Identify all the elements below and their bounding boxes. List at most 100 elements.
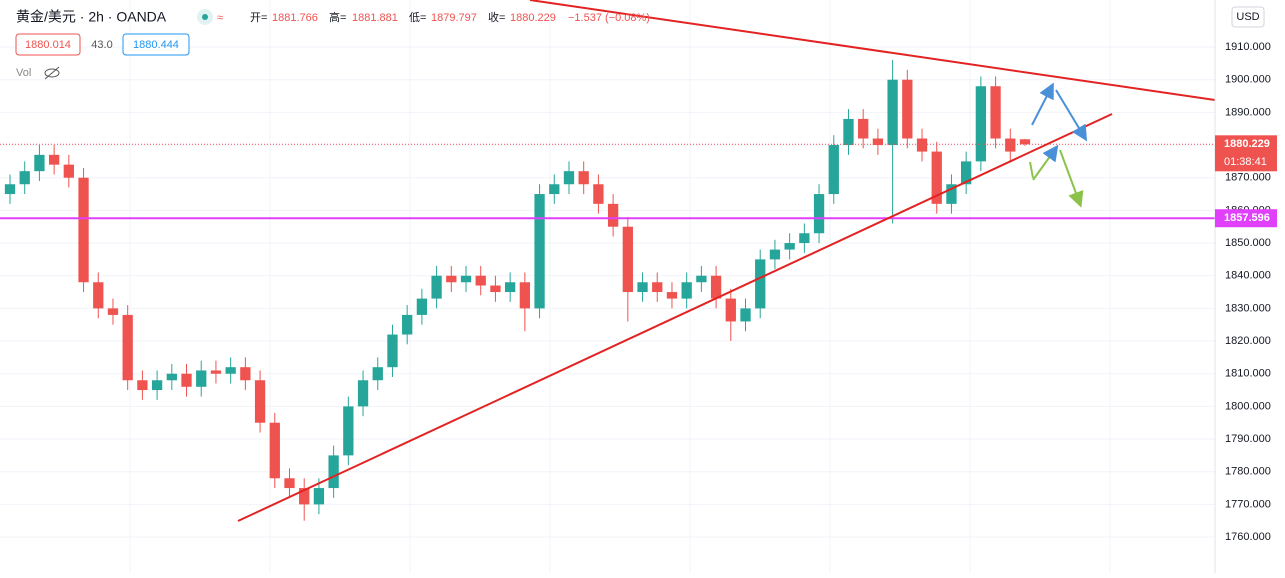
candle-body (990, 86, 1001, 139)
candle-body (872, 138, 884, 146)
y-tick-label: 1780.000 (1225, 466, 1271, 478)
candle-body (1005, 138, 1016, 152)
y-tick-label: 1760.000 (1225, 531, 1271, 543)
candle-body (313, 488, 325, 505)
last-price: 1880.229 (1224, 138, 1270, 150)
candle-body (769, 249, 781, 260)
countdown: 01:38:41 (1224, 156, 1267, 168)
ask: 1880.444 (133, 39, 179, 51)
candle-body (504, 282, 516, 293)
candle-body (284, 478, 295, 489)
candle-body (946, 184, 957, 204)
candle-body (416, 298, 428, 315)
candle-body (78, 177, 89, 283)
candle-body (696, 275, 707, 283)
y-tick-label: 1850.000 (1225, 237, 1271, 249)
candle-body (902, 79, 913, 139)
y-tick-label: 1900.000 (1225, 74, 1271, 86)
candle-body (681, 282, 692, 299)
candle-body (549, 184, 560, 195)
close: 1880.229 (510, 12, 556, 24)
y-tick-label: 1810.000 (1225, 368, 1271, 380)
candle-body (578, 171, 589, 185)
candle-body (63, 164, 74, 178)
candle-body (137, 380, 148, 391)
y-tick-label: 1800.000 (1225, 400, 1271, 412)
grid (0, 0, 1215, 573)
candle-body (961, 161, 972, 185)
legend: 黄金/美元 · 2h · OANDA ≈ 开= 1881.766 高= 1881… (15, 9, 650, 80)
volume: Vol (16, 67, 31, 79)
candle-body (666, 292, 678, 299)
y-tick-label: 1890.000 (1225, 106, 1271, 118)
close-label: 收= (488, 10, 505, 24)
hide-icon[interactable] (44, 66, 60, 80)
change: −1.537 (−0.08%) (568, 12, 650, 24)
candle-body (343, 406, 354, 456)
candle-body (563, 171, 575, 185)
candle-body (240, 367, 251, 381)
y-tick-label: 1790.000 (1225, 433, 1271, 445)
candle-body (622, 226, 633, 293)
status-dot (202, 14, 208, 20)
low-label: 低= (409, 11, 426, 24)
y-tick-label: 1870.000 (1225, 172, 1271, 184)
candle-body (490, 285, 501, 293)
y-tick-label: 1910.000 (1225, 41, 1271, 53)
candle-body (593, 184, 604, 204)
hline-price: 1857.596 (1224, 212, 1270, 224)
candle-body (931, 151, 942, 204)
candle-body (475, 275, 486, 286)
candle-body (519, 282, 531, 309)
candle-body (254, 380, 266, 423)
candle-body (210, 370, 222, 374)
candles (0, 60, 1215, 521)
y-tick-label: 1770.000 (1225, 498, 1271, 510)
candle-body (107, 308, 119, 315)
candle-body (740, 308, 751, 322)
candle-body (151, 380, 163, 391)
candle-body (4, 184, 16, 195)
price-tag (1215, 135, 1277, 172)
arrow (1031, 82, 1054, 126)
y-tick-label: 1820.000 (1225, 335, 1271, 347)
high: 1881.881 (352, 12, 398, 24)
candle-body (975, 86, 987, 162)
candle-body (755, 259, 766, 309)
drawings (237, 0, 1215, 522)
candle-body (19, 171, 30, 185)
arrow (1059, 149, 1084, 208)
candle-body (607, 203, 619, 227)
trend-line (529, 0, 1215, 101)
candle-body (710, 275, 722, 299)
candle-body (181, 373, 192, 387)
bid: 1880.014 (25, 39, 71, 51)
currency-box[interactable] (1231, 6, 1265, 28)
low: 1879.797 (431, 12, 477, 24)
candle-body (299, 488, 310, 505)
candle-body (93, 282, 104, 309)
candle-body (813, 194, 825, 234)
arrow (1032, 144, 1059, 181)
candle-body (637, 282, 648, 293)
candle-body (916, 138, 928, 152)
candle-body (858, 118, 869, 139)
candle-body (225, 367, 236, 374)
trend-line (237, 113, 1113, 522)
candle-body (269, 422, 280, 479)
price-axis: 1760.000 1770.000 1780.000 1790.000 1800.000… (1215, 41, 1277, 543)
sell-box[interactable] (15, 33, 81, 56)
spread: 43.0 (91, 39, 112, 51)
buy-box[interactable] (122, 33, 190, 56)
y-tick-label: 1830.000 (1225, 302, 1271, 314)
candle-body (196, 370, 207, 387)
candle-body (122, 314, 133, 381)
candle-body (1019, 139, 1031, 145)
candle-body (48, 154, 60, 165)
status-icon: ≈ (217, 12, 223, 24)
candle-body (387, 334, 398, 368)
candle-body (372, 367, 383, 381)
open-label: 开= (250, 12, 267, 24)
candle-body (431, 275, 442, 299)
